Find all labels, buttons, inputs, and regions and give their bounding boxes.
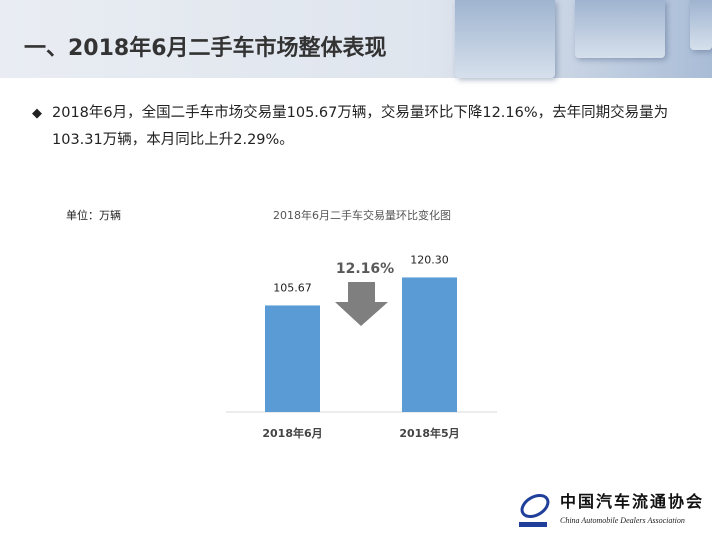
down-arrow-icon [335, 282, 388, 326]
decorative-cube [690, 0, 712, 50]
diamond-bullet-icon: ◆ [32, 106, 42, 121]
data-label: 105.67 [273, 281, 312, 294]
cada-logo-mark [519, 494, 550, 527]
page-title: 一、2018年6月二手车市场整体表现 [24, 36, 387, 61]
logo-chinese-name: 中国汽车流通协会 [560, 492, 705, 511]
summary-text: 2018年6月，全国二手车市场交易量105.67万辆，交易量环比下降12.16%… [52, 105, 669, 148]
decorative-cube [575, 0, 665, 58]
summary-bullet: ◆ 2018年6月，全国二手车市场交易量105.67万辆，交易量环比下降12.1… [32, 100, 682, 154]
x-tick-label: 2018年6月 [262, 426, 322, 440]
bar-1 [402, 277, 457, 412]
data-label: 120.30 [410, 253, 449, 266]
unit-label: 单位：万辆 [66, 209, 121, 222]
change-annotation: 12.16% [336, 261, 394, 277]
x-tick-label: 2018年5月 [399, 426, 459, 440]
header-banner [0, 0, 712, 78]
logo-english-name: China Automobile Dealers Association [560, 516, 685, 525]
chart-title: 2018年6月二手车交易量环比变化图 [273, 209, 451, 222]
bar-0 [265, 305, 320, 412]
decorative-cube [455, 0, 555, 78]
